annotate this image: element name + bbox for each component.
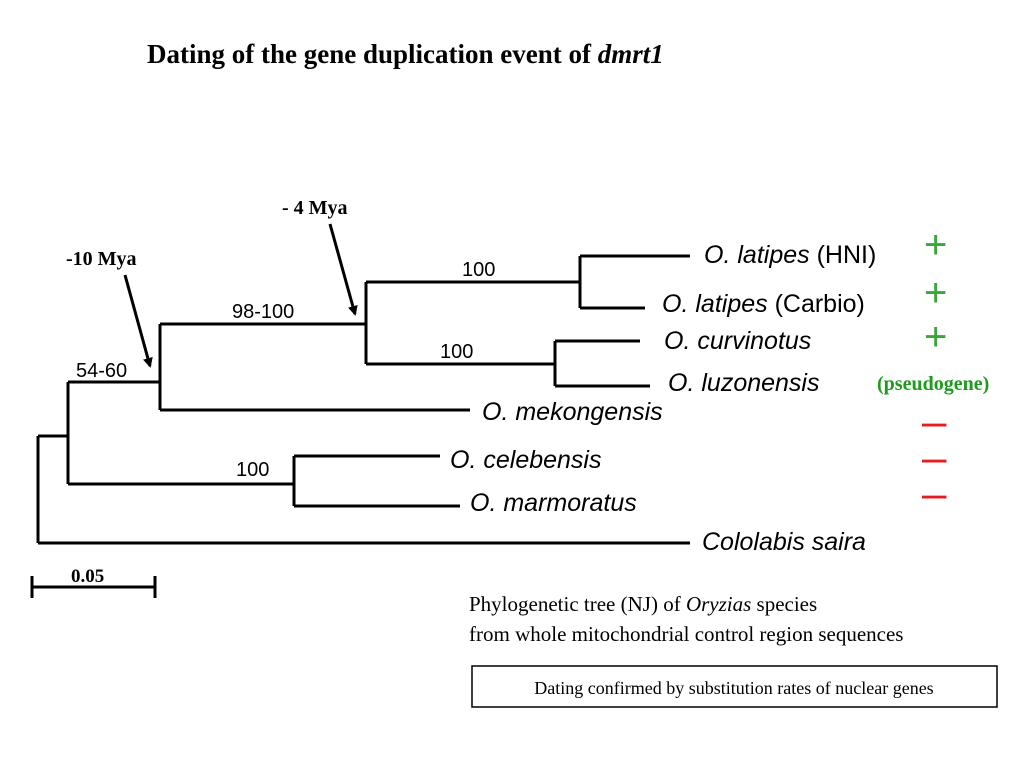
bootstrap-upper-clade: 98-100	[232, 301, 294, 323]
taxon-label-latipes-carbio: O. latipes (Carbio)	[662, 290, 865, 318]
taxon-label-celebensis: O. celebensis	[450, 446, 602, 474]
arrow-10-mya	[123, 274, 153, 368]
taxon-label-marmoratus: O. marmoratus	[470, 489, 637, 517]
label-4-mya: - 4 Mya	[282, 197, 348, 219]
status-absent-marmoratus: –	[922, 469, 947, 518]
note-box	[471, 665, 998, 708]
status-pseudogene-luzonensis: (pseudogene)	[877, 373, 989, 395]
taxon-label-latipes-hni: O. latipes (HNI)	[704, 241, 876, 269]
arrow-4-mya	[328, 223, 358, 316]
bootstrap-latipes-pair: 100	[462, 259, 495, 281]
label-10-mya: -10 Mya	[66, 248, 137, 270]
scale-bar-label: 0.05	[71, 566, 104, 587]
taxon-label-cololabis: Cololabis saira	[702, 528, 866, 556]
taxon-label-curvinotus: O. curvinotus	[664, 327, 811, 355]
caption-line-2: from whole mitochondrial control region …	[469, 622, 903, 646]
bootstrap-root-clade: 54-60	[76, 360, 127, 382]
bootstrap-cel-mar-pair: 100	[236, 459, 269, 481]
tree-branches	[36, 254, 690, 545]
status-absent-mekongensis: –	[922, 397, 947, 446]
note-box-text: Dating confirmed by substitution rates o…	[534, 678, 933, 698]
status-present-curvinotus: +	[924, 315, 947, 359]
taxon-label-luzonensis: O. luzonensis	[668, 369, 820, 397]
bootstrap-curv-luz-pair: 100	[440, 341, 473, 363]
status-present-latipes-carbio: +	[924, 271, 947, 315]
status-absent-celebensis: –	[922, 433, 947, 482]
taxon-label-mekongensis: O. mekongensis	[482, 398, 663, 426]
caption-line-1: Phylogenetic tree (NJ) of Oryzias specie…	[469, 592, 817, 616]
slide-title: Dating of the gene duplication event of …	[147, 39, 664, 69]
status-present-latipes-hni: +	[924, 223, 947, 267]
scale-bar	[30, 576, 157, 598]
